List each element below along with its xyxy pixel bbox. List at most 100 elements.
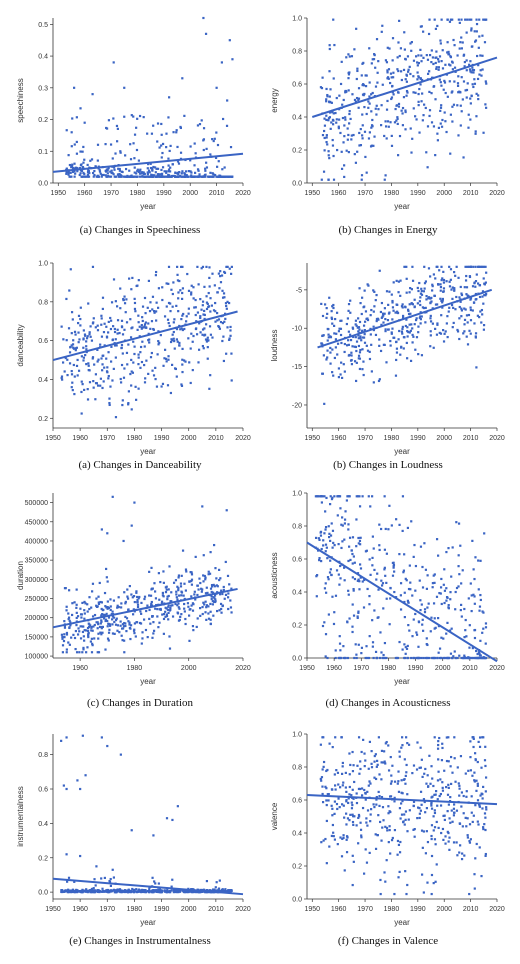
- scatter-point: [116, 604, 119, 607]
- scatter-point: [382, 653, 385, 657]
- scatter-point: [338, 118, 341, 121]
- scatter-point: [425, 298, 428, 301]
- x-tick-label: 2020: [489, 190, 505, 197]
- scatter-point: [416, 286, 419, 290]
- scatter-point: [404, 128, 407, 131]
- x-tick-label: 1980: [127, 665, 143, 672]
- scatter-point: [400, 746, 403, 749]
- scatter-point: [343, 579, 346, 582]
- x-tick-label: 2020: [489, 665, 505, 672]
- scatter-point: [446, 335, 449, 339]
- scatter-point: [145, 326, 148, 329]
- scatter-point: [445, 280, 448, 283]
- scatter-point: [336, 495, 339, 498]
- scatter-point: [183, 582, 186, 585]
- scatter-point: [443, 111, 446, 114]
- scatter-point: [107, 616, 111, 619]
- scatter-point: [368, 558, 371, 561]
- scatter-point: [199, 298, 202, 301]
- scatter-point: [435, 790, 438, 793]
- scatter-point: [376, 572, 379, 575]
- scatter-point: [438, 656, 442, 660]
- scatter-point: [209, 618, 212, 621]
- scatter-point: [93, 363, 96, 366]
- scatter-point: [133, 307, 137, 311]
- scatter-point: [204, 578, 207, 581]
- scatter-point: [85, 345, 88, 348]
- scatter-point: [88, 889, 92, 892]
- scatter-point: [389, 121, 392, 124]
- scatter-point: [362, 360, 365, 363]
- scatter-point: [393, 590, 396, 594]
- scatter-point: [348, 752, 351, 755]
- scatter-point: [464, 618, 467, 622]
- scatter-point: [363, 788, 366, 792]
- scatter-point: [125, 617, 129, 620]
- scatter-point: [321, 343, 324, 346]
- scatter-point: [204, 592, 208, 595]
- scatter-point: [146, 306, 149, 309]
- scatter-point: [369, 333, 372, 336]
- scatter-point: [363, 105, 366, 109]
- scatter-point: [100, 736, 103, 739]
- scatter-point: [175, 375, 178, 378]
- scatter-point: [165, 360, 168, 363]
- scatter-point: [221, 604, 224, 608]
- scatter-point: [150, 566, 153, 569]
- scatter-point: [80, 355, 83, 358]
- scatter-point: [429, 297, 432, 300]
- scatter-point: [465, 314, 469, 317]
- caption-instrumentalness: (e) Changes in Instrumentalness: [69, 935, 211, 947]
- scatter-point: [327, 525, 330, 528]
- scatter-point: [63, 626, 67, 629]
- scatter-point: [65, 609, 68, 612]
- scatter-point: [383, 134, 386, 138]
- scatter-point: [126, 363, 129, 366]
- scatter-point: [219, 175, 223, 178]
- x-tick-label: 2020: [489, 906, 505, 913]
- scatter-point: [426, 774, 429, 777]
- scatter-point: [111, 615, 114, 618]
- scatter-point: [372, 328, 375, 332]
- scatter-point: [455, 586, 459, 590]
- scatter-point: [408, 331, 411, 334]
- scatter-point: [188, 639, 191, 642]
- scatter-point: [388, 47, 391, 50]
- scatter-point: [463, 607, 466, 611]
- scatter-point: [424, 321, 427, 324]
- scatter-point: [431, 322, 434, 325]
- scatter-point: [150, 604, 154, 607]
- scatter-point: [156, 353, 159, 356]
- scatter-point: [168, 635, 171, 638]
- scatter-point: [150, 600, 153, 604]
- scatter-point: [126, 588, 129, 591]
- scatter-point: [347, 354, 350, 357]
- scatter-point: [92, 386, 95, 389]
- scatter-point: [428, 70, 431, 73]
- scatter-point: [201, 300, 205, 303]
- scatter-point: [160, 144, 163, 147]
- chart-duration: 1960 1980 2000 2020 100000 150000 200000 250000…: [8, 485, 253, 690]
- scatter-point: [144, 891, 147, 894]
- scatter-point: [421, 846, 424, 849]
- scatter-point: [452, 807, 456, 810]
- scatter-point: [476, 652, 479, 656]
- scatter-point: [356, 150, 359, 153]
- scatter-point: [93, 637, 96, 640]
- scatter-point: [417, 325, 420, 328]
- scatter-point: [385, 361, 388, 364]
- scatter-point: [445, 656, 448, 660]
- scatter-point: [416, 71, 419, 74]
- scatter-point: [387, 744, 390, 747]
- scatter-point: [478, 35, 481, 38]
- scatter-point: [175, 891, 178, 894]
- scatter-point: [326, 356, 329, 359]
- scatter-point: [156, 889, 159, 893]
- scatter-point: [428, 656, 431, 660]
- scatter-point: [178, 594, 181, 597]
- scatter-point: [130, 829, 133, 832]
- scatter-point: [437, 60, 440, 63]
- scatter-point: [375, 319, 378, 323]
- scatter-point: [349, 333, 352, 336]
- scatter-point: [393, 800, 396, 803]
